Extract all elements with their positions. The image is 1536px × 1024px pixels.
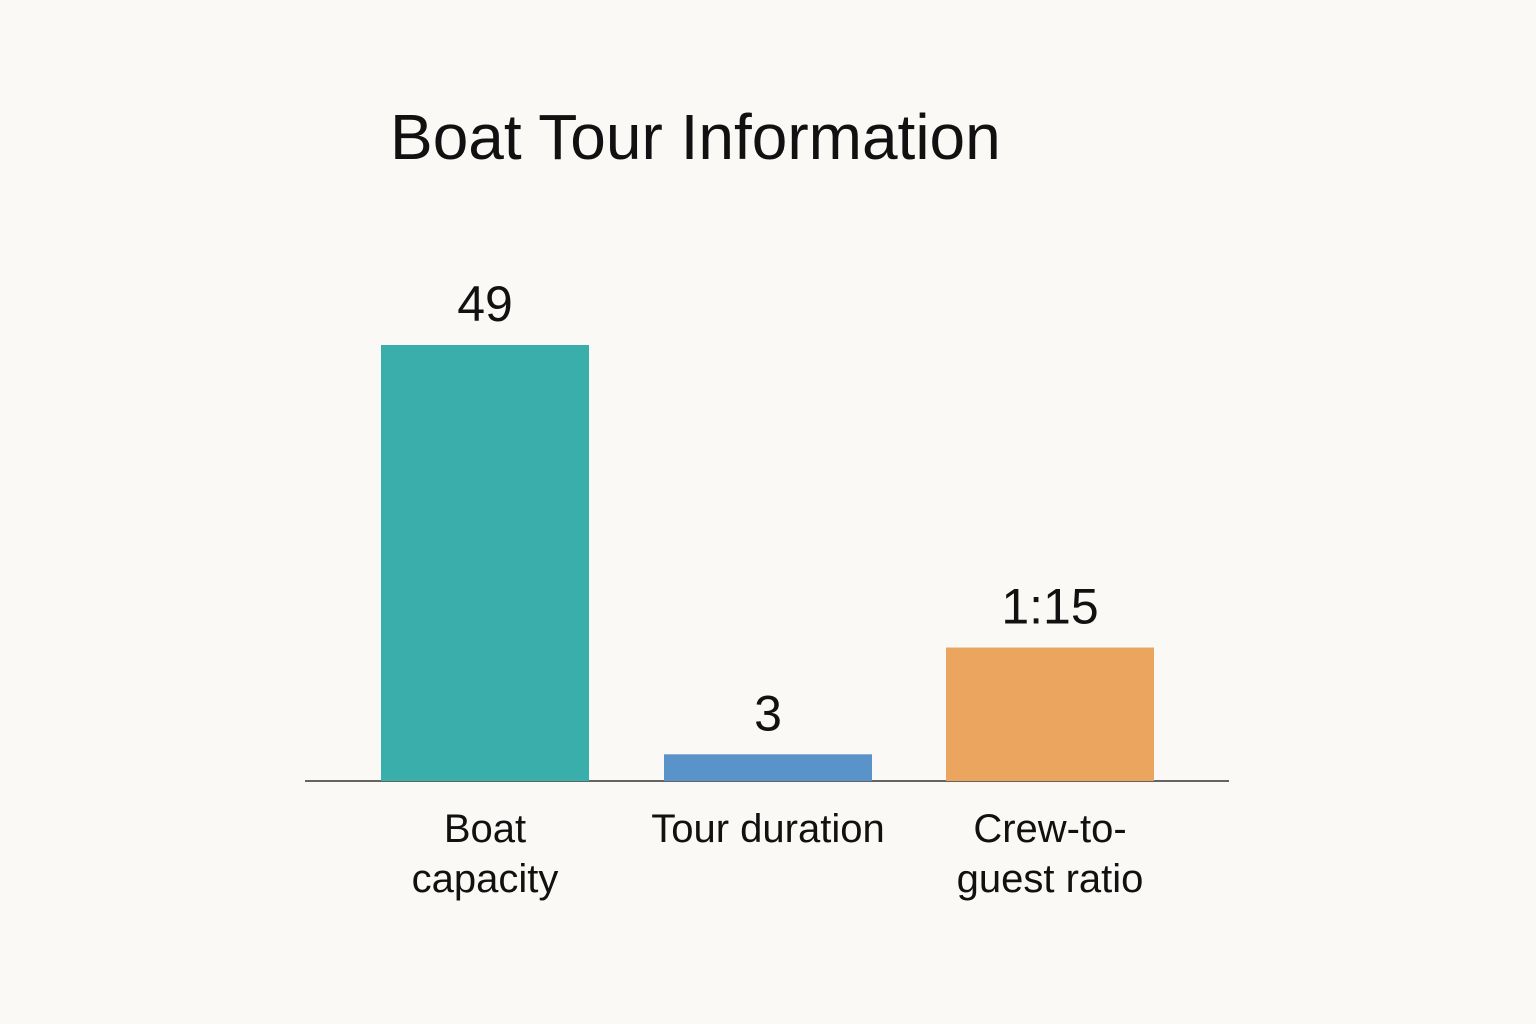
x-tick-label: Tour duration	[651, 807, 885, 851]
bar	[381, 345, 589, 781]
chart-title: Boat Tour Information	[390, 101, 1001, 173]
bar	[664, 754, 872, 781]
value-label: 49	[457, 276, 513, 332]
x-tick-label: Crew-to-guest ratio	[956, 807, 1144, 901]
x-tick-label: Boat capacity	[411, 807, 559, 901]
value-label: 3	[754, 685, 782, 741]
value-label: 1:15	[1001, 579, 1098, 635]
bar	[946, 647, 1154, 781]
